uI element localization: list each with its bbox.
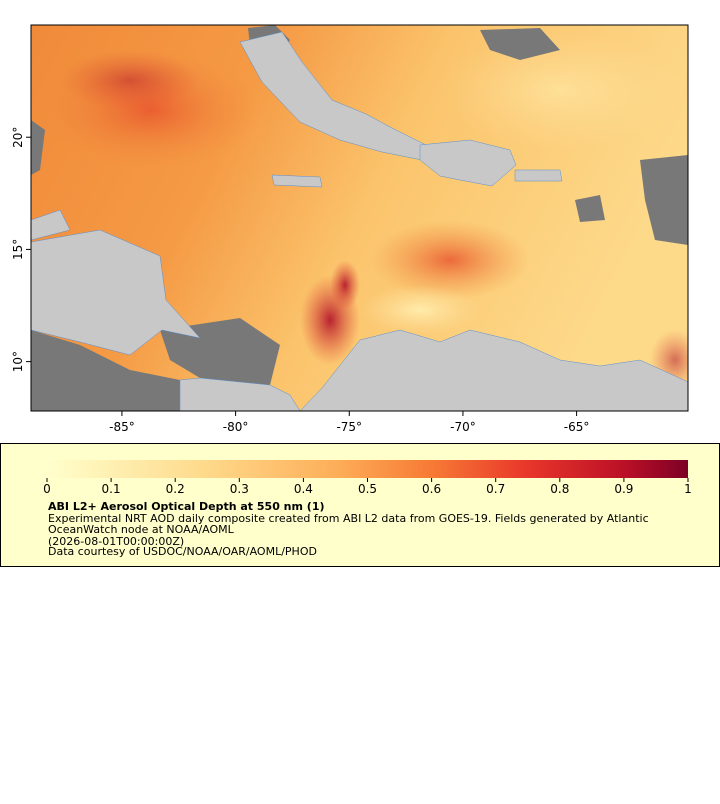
x-tick-label: -70° — [450, 420, 476, 434]
legend-line: Data courtesy of USDOC/NOAA/OAR/AOML/PHO… — [48, 545, 317, 558]
map-frame — [30, 24, 689, 412]
colorbar-tick-label: 0.9 — [614, 482, 633, 496]
colorbar-tick-label: 0.4 — [294, 482, 313, 496]
colorbar-tick-label: 0.7 — [486, 482, 505, 496]
land — [31, 31, 688, 411]
map-area — [31, 25, 688, 411]
colorbar-tick-label: 0.3 — [230, 482, 249, 496]
colorbar-tick-label: 0.1 — [102, 482, 121, 496]
aod-high — [370, 220, 530, 300]
legend-line: OceanWatch node at NOAA/AOML — [48, 523, 235, 536]
y-tick-label: 20° — [11, 127, 25, 148]
aod-low — [440, 30, 680, 150]
legend-line: (2026-08-01T00:00:00Z) — [48, 535, 184, 548]
x-tick-label: -85° — [109, 420, 135, 434]
colorbar-tick-label: 0.5 — [358, 482, 377, 496]
colorbar-tick-label: 0.8 — [550, 482, 569, 496]
colorbar-tick-label: 1 — [684, 482, 692, 496]
aod-low — [360, 285, 480, 335]
aod-max — [330, 260, 360, 310]
x-tick-label: -75° — [336, 420, 362, 434]
legend-line: Experimental NRT AOD daily composite cre… — [48, 512, 649, 525]
colorbar-tick-label: 0.6 — [422, 482, 441, 496]
x-tick-label: -65° — [564, 420, 590, 434]
aod-high — [60, 50, 200, 110]
colorbar-tick-label: 0.2 — [166, 482, 185, 496]
colorbar — [47, 460, 688, 478]
y-tick-label: 10° — [11, 351, 25, 372]
colorbar-tick-label: 0 — [43, 482, 51, 496]
x-tick-label: -80° — [223, 420, 249, 434]
legend-title: ABI L2+ Aerosol Optical Depth at 550 nm … — [48, 500, 325, 513]
y-tick-label: 15° — [11, 239, 25, 260]
